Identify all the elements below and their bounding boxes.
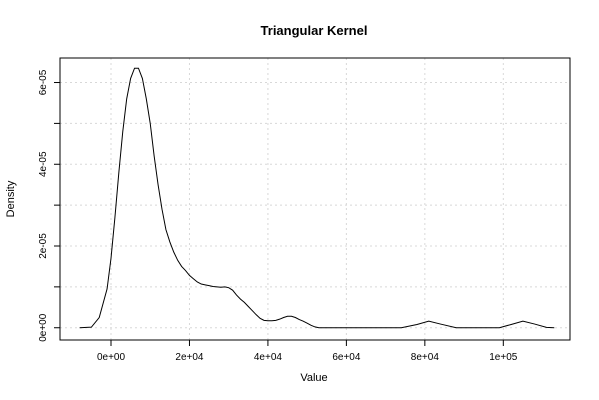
y-tick-label: 2e-05 (38, 233, 49, 259)
x-tick-label: 0e+00 (97, 352, 126, 363)
grid-lines (60, 58, 570, 340)
y-axis-label: Density (5, 180, 17, 217)
x-tick-label: 2e+04 (175, 352, 204, 363)
x-axis-label: Value (300, 372, 327, 384)
x-tick-label: 6e+04 (332, 352, 361, 363)
x-tick-label: 4e+04 (254, 352, 283, 363)
y-tick-label: 4e-05 (38, 151, 49, 177)
x-axis: 0e+00 2e+04 4e+04 6e+04 8e+04 1e+05 (97, 340, 518, 363)
plot-frame (59, 57, 571, 341)
y-axis: 0e+00 2e-05 4e-05 6e-05 (38, 69, 60, 342)
y-tick-label: 6e-05 (38, 69, 49, 95)
chart-title: Triangular Kernel (261, 23, 368, 38)
y-tick-label: 0e+00 (38, 313, 49, 342)
x-tick-label: 8e+04 (411, 352, 440, 363)
density-curve (79, 67, 555, 329)
x-tick-label: 1e+05 (489, 352, 518, 363)
